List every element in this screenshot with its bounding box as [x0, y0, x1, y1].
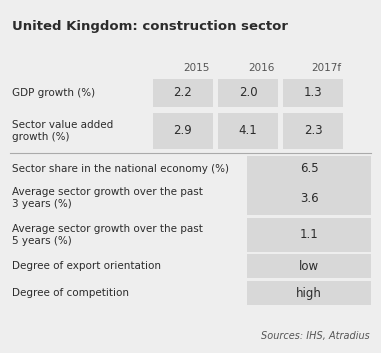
Text: 2017f: 2017f — [311, 63, 341, 73]
FancyBboxPatch shape — [247, 181, 371, 215]
FancyBboxPatch shape — [218, 113, 278, 149]
FancyBboxPatch shape — [247, 218, 371, 252]
Text: United Kingdom: construction sector: United Kingdom: construction sector — [12, 20, 288, 33]
Text: Degree of export orientation: Degree of export orientation — [12, 261, 161, 271]
FancyBboxPatch shape — [283, 113, 343, 149]
Text: GDP growth (%): GDP growth (%) — [12, 88, 95, 98]
Text: 2015: 2015 — [183, 63, 209, 73]
Text: low: low — [299, 259, 319, 273]
Text: Degree of competition: Degree of competition — [12, 288, 129, 298]
Text: Average sector growth over the past
3 years (%): Average sector growth over the past 3 ye… — [12, 187, 203, 209]
Text: Sector value added
growth (%): Sector value added growth (%) — [12, 120, 113, 142]
Text: high: high — [296, 287, 322, 299]
FancyBboxPatch shape — [153, 79, 213, 107]
FancyBboxPatch shape — [153, 113, 213, 149]
Text: Average sector growth over the past
5 years (%): Average sector growth over the past 5 ye… — [12, 224, 203, 246]
Text: 4.1: 4.1 — [239, 125, 258, 138]
FancyBboxPatch shape — [247, 156, 371, 182]
Text: 2.9: 2.9 — [174, 125, 192, 138]
Text: 2.2: 2.2 — [174, 86, 192, 100]
Text: Sector share in the national economy (%): Sector share in the national economy (%) — [12, 164, 229, 174]
Text: 2016: 2016 — [248, 63, 274, 73]
Text: 2.3: 2.3 — [304, 125, 322, 138]
Text: Sources: IHS, Atradius: Sources: IHS, Atradius — [261, 331, 370, 341]
Text: 3.6: 3.6 — [300, 191, 318, 204]
FancyBboxPatch shape — [247, 254, 371, 278]
FancyBboxPatch shape — [247, 281, 371, 305]
FancyBboxPatch shape — [218, 79, 278, 107]
Text: 1.1: 1.1 — [299, 228, 319, 241]
Text: 6.5: 6.5 — [300, 162, 318, 175]
Text: 2.0: 2.0 — [239, 86, 257, 100]
FancyBboxPatch shape — [283, 79, 343, 107]
Text: 1.3: 1.3 — [304, 86, 322, 100]
